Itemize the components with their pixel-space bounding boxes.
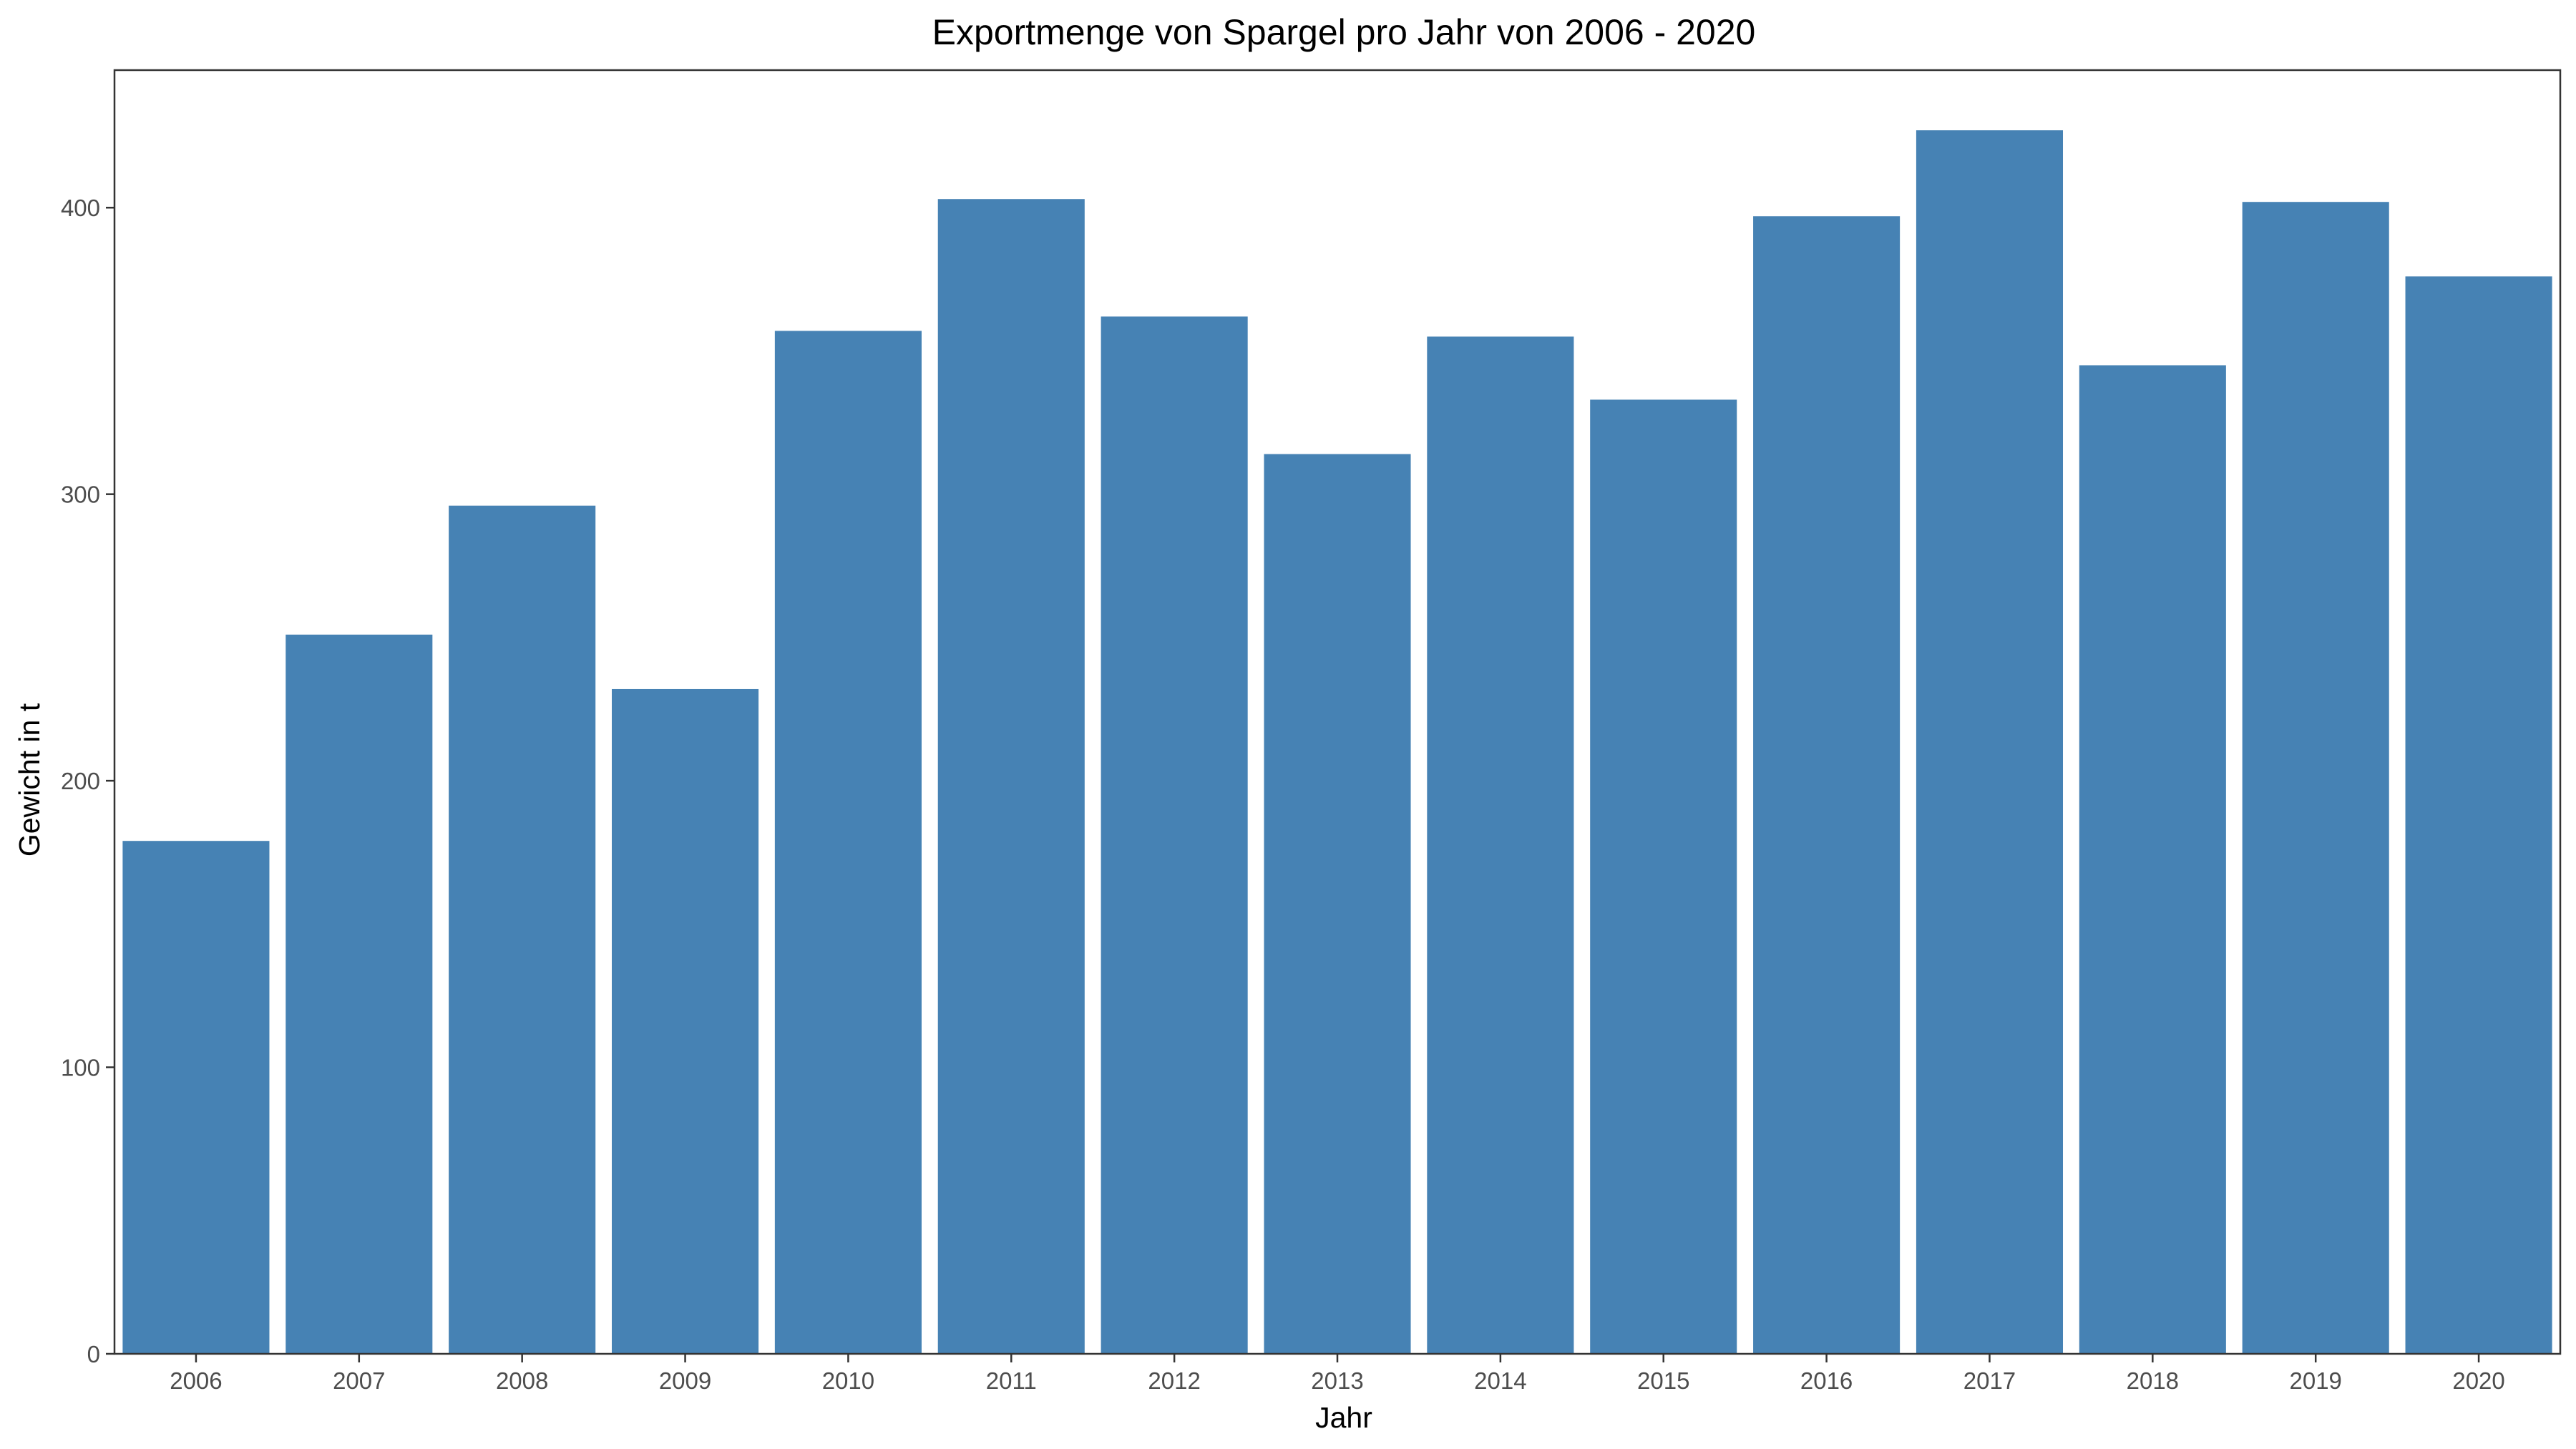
x-axis-label: Jahr xyxy=(1315,1401,1372,1434)
bar-2020 xyxy=(2405,276,2552,1355)
chart-title: Exportmenge von Spargel pro Jahr von 200… xyxy=(932,12,1756,52)
x-tick-label: 2013 xyxy=(1311,1367,1363,1394)
bar-2007 xyxy=(286,634,433,1354)
y-tick-label: 200 xyxy=(61,768,100,794)
y-tick-label: 300 xyxy=(61,482,100,508)
bar-2006 xyxy=(122,841,270,1354)
bars-group xyxy=(122,130,2552,1355)
bar-2013 xyxy=(1264,454,1411,1355)
bar-2015 xyxy=(1590,399,1737,1354)
y-tick-label: 400 xyxy=(61,195,100,221)
x-tick-label: 2016 xyxy=(1800,1367,1853,1394)
x-tick-label: 2012 xyxy=(1148,1367,1200,1394)
x-tick-label: 2019 xyxy=(2289,1367,2341,1394)
y-tick-label: 100 xyxy=(61,1055,100,1081)
x-tick-label: 2014 xyxy=(1474,1367,1526,1394)
bar-2017 xyxy=(1916,130,2064,1354)
x-tick-label: 2006 xyxy=(170,1367,222,1394)
y-axis-label: Gewicht in t xyxy=(13,703,46,857)
bar-2018 xyxy=(2079,365,2226,1354)
bar-2019 xyxy=(2242,202,2389,1355)
x-tick-label: 2017 xyxy=(1963,1367,2016,1394)
x-tick-label: 2020 xyxy=(2452,1367,2504,1394)
bar-2009 xyxy=(611,688,759,1354)
bar-2012 xyxy=(1101,316,1248,1355)
bar-2008 xyxy=(449,505,596,1354)
bar-2014 xyxy=(1427,336,1574,1355)
bar-2010 xyxy=(774,331,922,1354)
bar-2011 xyxy=(937,199,1085,1354)
y-axis: 0 100 200 300 400 xyxy=(61,195,114,1367)
x-tick-label: 2011 xyxy=(986,1367,1037,1394)
y-tick-label: 0 xyxy=(87,1341,100,1367)
x-tick-label: 2007 xyxy=(333,1367,385,1394)
x-tick-label: 2015 xyxy=(1637,1367,1689,1394)
x-axis: 2006 2007 2008 2009 2010 2011 2012 2013 2014 2015… xyxy=(170,1354,2505,1394)
x-tick-label: 2008 xyxy=(496,1367,548,1394)
x-tick-label: 2018 xyxy=(2127,1367,2179,1394)
x-tick-label: 2010 xyxy=(822,1367,874,1394)
x-tick-label: 2009 xyxy=(659,1367,711,1394)
bar-2016 xyxy=(1753,216,1901,1355)
